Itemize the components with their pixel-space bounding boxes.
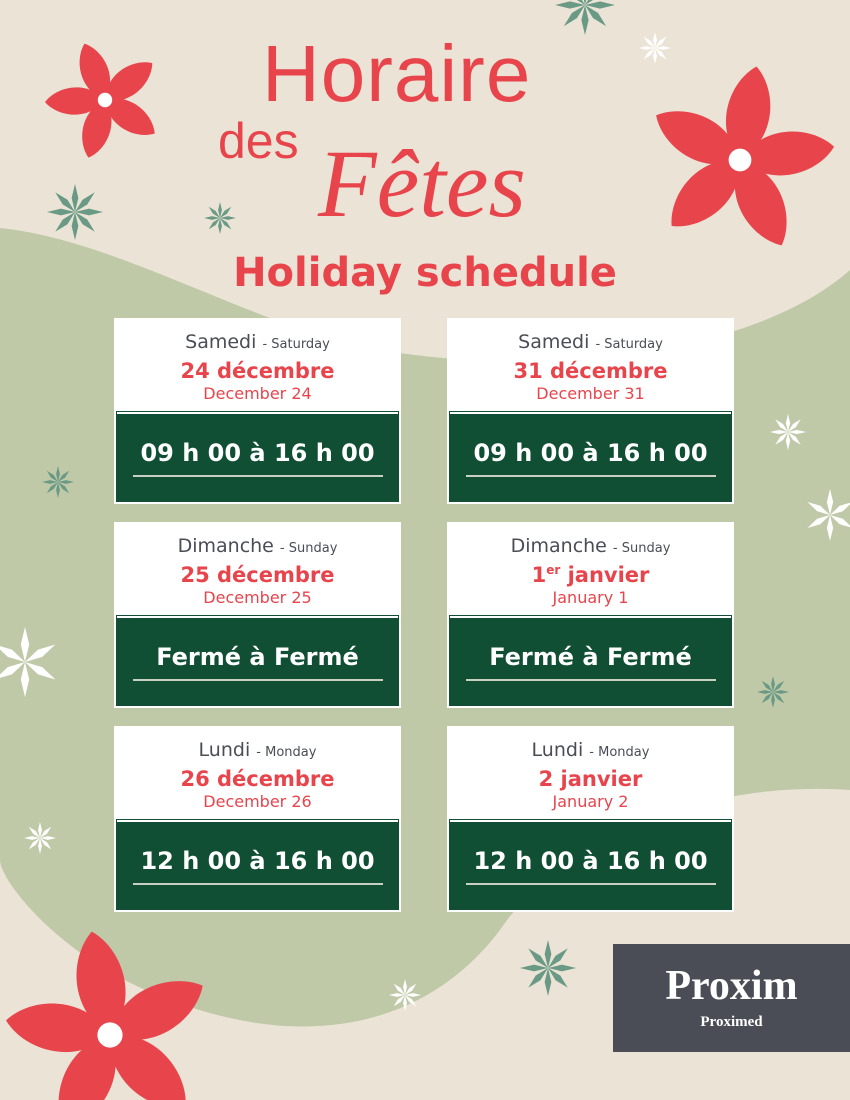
title-horaire: Horaire [262, 29, 532, 118]
date-fr: 1er janvier [450, 557, 731, 588]
hours-text: Fermé à Fermé [132, 643, 383, 681]
snowflake-icon [757, 676, 789, 708]
schedule-card: Dimanche - Sunday 1er janvier January 1 … [447, 522, 734, 708]
date-en: January 1 [552, 588, 629, 607]
hours-panel: Fermé à Fermé [449, 615, 732, 706]
poinsettia-icon [656, 66, 835, 246]
day-fr: Lundi [198, 739, 251, 761]
hours-panel: 12 h 00 à 16 h 00 [116, 819, 399, 910]
snowflake-icon [555, 0, 615, 35]
poinsettia-icon [45, 43, 155, 158]
date-fr-main: 1 [531, 563, 547, 587]
hours-text: 12 h 00 à 16 h 00 [132, 847, 383, 885]
snowflake-icon [42, 466, 74, 498]
date-en: December 24 [203, 384, 312, 403]
schedule-card: Dimanche - Sunday 25 décembre December 2… [114, 522, 401, 708]
hours-panel: 09 h 00 à 16 h 00 [116, 411, 399, 502]
date-fr: 25 décembre [117, 557, 398, 588]
day-label: Dimanche - Sunday [450, 535, 731, 557]
day-label: Dimanche - Sunday [117, 535, 398, 557]
schedule-card: Lundi - Monday 26 décembre December 26 1… [114, 726, 401, 912]
hours-panel: Fermé à Fermé [116, 615, 399, 706]
hours-panel: 09 h 00 à 16 h 00 [449, 411, 732, 502]
day-fr: Lundi [531, 739, 584, 761]
date-en: December 25 [203, 588, 312, 607]
date-fr: 26 décembre [117, 761, 398, 792]
snowflake-icon [47, 184, 103, 240]
date-fr-main: 25 décembre [180, 563, 335, 587]
date-fr-main: 24 décembre [180, 359, 335, 383]
schedule-card: Lundi - Monday 2 janvier January 2 12 h … [447, 726, 734, 912]
schedule-card: Samedi - Saturday 24 décembre December 2… [114, 318, 401, 504]
snowflake-icon [389, 979, 421, 1011]
date-fr-sup: er [546, 563, 561, 577]
date-en: January 2 [552, 792, 629, 811]
logo-sub-brand: Proximed [700, 1014, 763, 1030]
title-des: des [218, 113, 299, 169]
day-en: - Monday [256, 745, 317, 760]
date-en: December 26 [203, 792, 312, 811]
date-fr: 31 décembre [450, 353, 731, 384]
day-en: - Sunday [612, 541, 671, 556]
poinsettia-icon [6, 931, 203, 1100]
hours-text: Fermé à Fermé [465, 643, 716, 681]
snowflake-icon [520, 940, 576, 996]
hours-text: 09 h 00 à 16 h 00 [465, 439, 716, 477]
title-fetes: Fêtes [318, 130, 526, 237]
snowflake-icon [24, 822, 56, 854]
date-fr: 2 janvier [450, 761, 731, 792]
day-label: Samedi - Saturday [450, 331, 731, 353]
day-en: - Sunday [279, 541, 338, 556]
snowflake-icon [770, 414, 806, 450]
hours-text: 09 h 00 à 16 h 00 [132, 439, 383, 477]
day-label: Samedi - Saturday [117, 331, 398, 353]
snowflake-icon [0, 627, 56, 697]
day-en: - Saturday [595, 337, 663, 352]
date-en: December 31 [536, 384, 645, 403]
day-en: - Monday [589, 745, 650, 760]
snowflake-icon [639, 32, 671, 64]
subtitle-holiday-schedule: Holiday schedule [233, 250, 617, 296]
day-label: Lundi - Monday [117, 739, 398, 761]
hours-panel: 12 h 00 à 16 h 00 [449, 819, 732, 910]
day-fr: Dimanche [177, 535, 274, 557]
date-fr-rest: janvier [560, 563, 650, 587]
day-label: Lundi - Monday [450, 739, 731, 761]
day-fr: Dimanche [510, 535, 607, 557]
snowflake-icon [204, 202, 236, 234]
snowflake-icon [807, 489, 850, 541]
day-fr: Samedi [185, 331, 257, 353]
day-en: - Saturday [262, 337, 330, 352]
date-fr-main: 2 janvier [538, 767, 643, 791]
proxim-logo: Proxim Proximed [613, 944, 850, 1052]
hours-text: 12 h 00 à 16 h 00 [465, 847, 716, 885]
schedule-card: Samedi - Saturday 31 décembre December 3… [447, 318, 734, 504]
date-fr-main: 31 décembre [513, 359, 668, 383]
date-fr-main: 26 décembre [180, 767, 335, 791]
date-fr: 24 décembre [117, 353, 398, 384]
logo-brand: Proxim [665, 963, 798, 1009]
day-fr: Samedi [518, 331, 590, 353]
